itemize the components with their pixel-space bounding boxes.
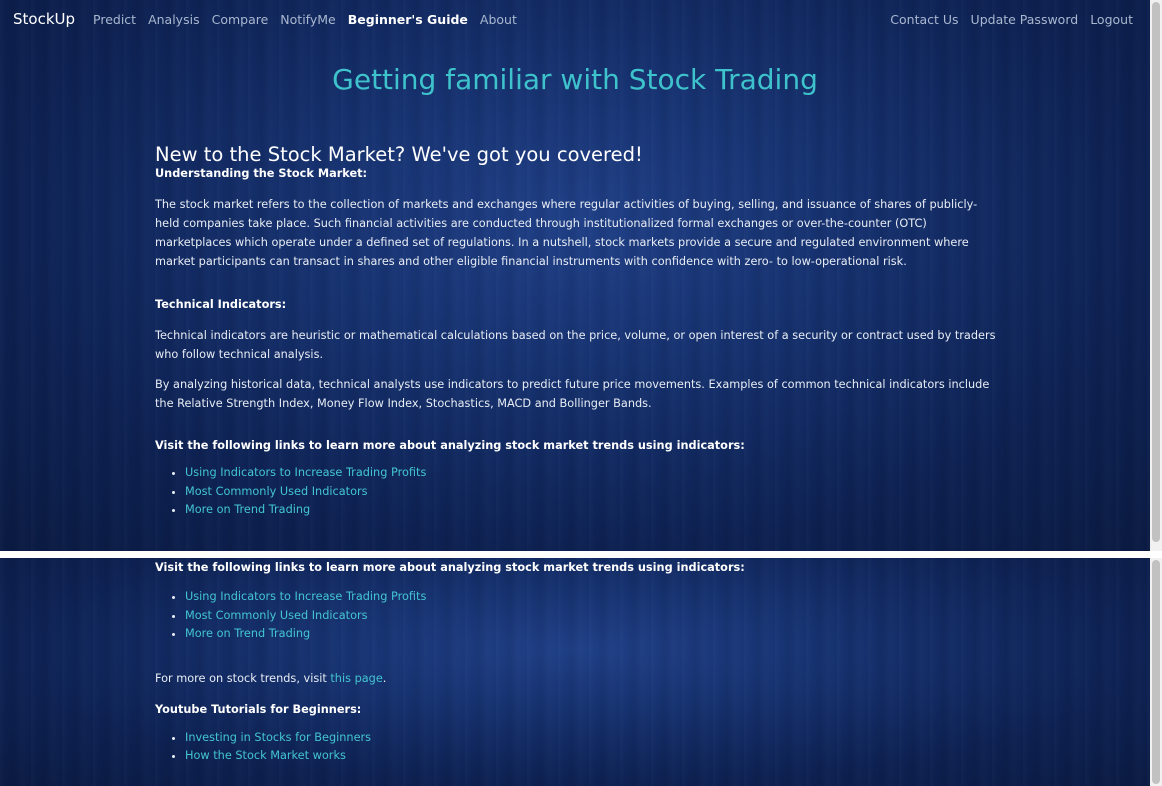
list-item: Most Commonly Used Indicators — [185, 483, 1000, 502]
scrollbar-top[interactable] — [1150, 0, 1162, 551]
scrollbar-thumb[interactable] — [1152, 560, 1160, 784]
links-heading: Visit the following links to learn more … — [155, 439, 745, 452]
understanding-paragraph: The stock market refers to the collectio… — [155, 198, 978, 268]
list-item: Using Indicators to Increase Trading Pro… — [185, 588, 1000, 607]
technical-paragraph-2: By analyzing historical data, technical … — [155, 378, 990, 410]
link-common-indicators[interactable]: Most Commonly Used Indicators — [185, 484, 368, 498]
list-item: Most Commonly Used Indicators — [185, 607, 1000, 626]
navbar: StockUp Predict Analysis Compare NotifyM… — [0, 0, 1150, 38]
nav-link-predict[interactable]: Predict — [93, 11, 137, 27]
nav-link-contact-us[interactable]: Contact Us — [890, 11, 959, 27]
link-common-indicators[interactable]: Most Commonly Used Indicators — [185, 608, 368, 622]
scrollbar-thumb[interactable] — [1152, 2, 1160, 542]
nav-right-group: Contact Us Update Password Logout — [890, 12, 1133, 27]
indicator-links-list: Using Indicators to Increase Trading Pro… — [155, 464, 1000, 520]
understanding-heading: Understanding the Stock Market: — [155, 167, 368, 180]
list-item: Using Indicators to Increase Trading Pro… — [185, 464, 1000, 483]
link-how-market-works[interactable]: How the Stock Market works — [185, 749, 346, 762]
scrollbar-bottom[interactable] — [1150, 558, 1162, 786]
youtube-links-list: Investing in Stocks for Beginners How th… — [155, 729, 1000, 766]
nav-link-beginners-guide[interactable]: Beginner's Guide — [347, 11, 468, 27]
link-using-indicators[interactable]: Using Indicators to Increase Trading Pro… — [185, 466, 427, 479]
more-trends-prefix: For more on stock trends, visit — [155, 671, 331, 685]
more-trends-suffix: . — [382, 671, 387, 685]
links-heading: Visit the following links to learn more … — [155, 561, 745, 574]
technical-indicators-heading: Technical Indicators: — [155, 298, 287, 311]
brand-logo[interactable]: StockUp — [13, 10, 76, 28]
list-item: Investing in Stocks for Beginners — [185, 729, 1000, 748]
indicator-links-list: Using Indicators to Increase Trading Pro… — [155, 588, 1000, 644]
nav-link-logout[interactable]: Logout — [1090, 11, 1133, 27]
page-title: Getting familiar with Stock Trading — [332, 63, 818, 96]
link-this-page[interactable]: this page — [330, 671, 383, 685]
link-investing-beginners[interactable]: Investing in Stocks for Beginners — [185, 730, 372, 744]
link-trend-trading[interactable]: More on Trend Trading — [185, 627, 311, 640]
nav-link-notifyme[interactable]: NotifyMe — [280, 11, 336, 27]
youtube-heading: Youtube Tutorials for Beginners: — [155, 702, 362, 716]
nav-link-analysis[interactable]: Analysis — [148, 11, 200, 27]
link-trend-trading[interactable]: More on Trend Trading — [185, 503, 311, 516]
main-content-top: New to the Stock Market? We've got you c… — [155, 145, 1000, 520]
nav-left-group: Predict Analysis Compare NotifyMe Beginn… — [93, 12, 517, 27]
section-subtitle: New to the Stock Market? We've got you c… — [155, 143, 643, 166]
main-content-bottom: Visit the following links to learn more … — [155, 558, 1000, 766]
nav-link-update-password[interactable]: Update Password — [970, 11, 1079, 27]
list-item: How the Stock Market works — [185, 747, 1000, 766]
page-view-bottom: Visit the following links to learn more … — [0, 558, 1150, 786]
technical-paragraph-1: Technical indicators are heuristic or ma… — [155, 329, 996, 361]
list-item: More on Trend Trading — [185, 501, 1000, 520]
list-item: More on Trend Trading — [185, 625, 1000, 644]
page-view-top: StockUp Predict Analysis Compare NotifyM… — [0, 0, 1150, 551]
nav-link-compare[interactable]: Compare — [211, 11, 269, 27]
nav-link-about[interactable]: About — [479, 11, 517, 27]
link-using-indicators[interactable]: Using Indicators to Increase Trading Pro… — [185, 590, 427, 603]
more-trends-text: For more on stock trends, visit this pag… — [155, 669, 1000, 688]
